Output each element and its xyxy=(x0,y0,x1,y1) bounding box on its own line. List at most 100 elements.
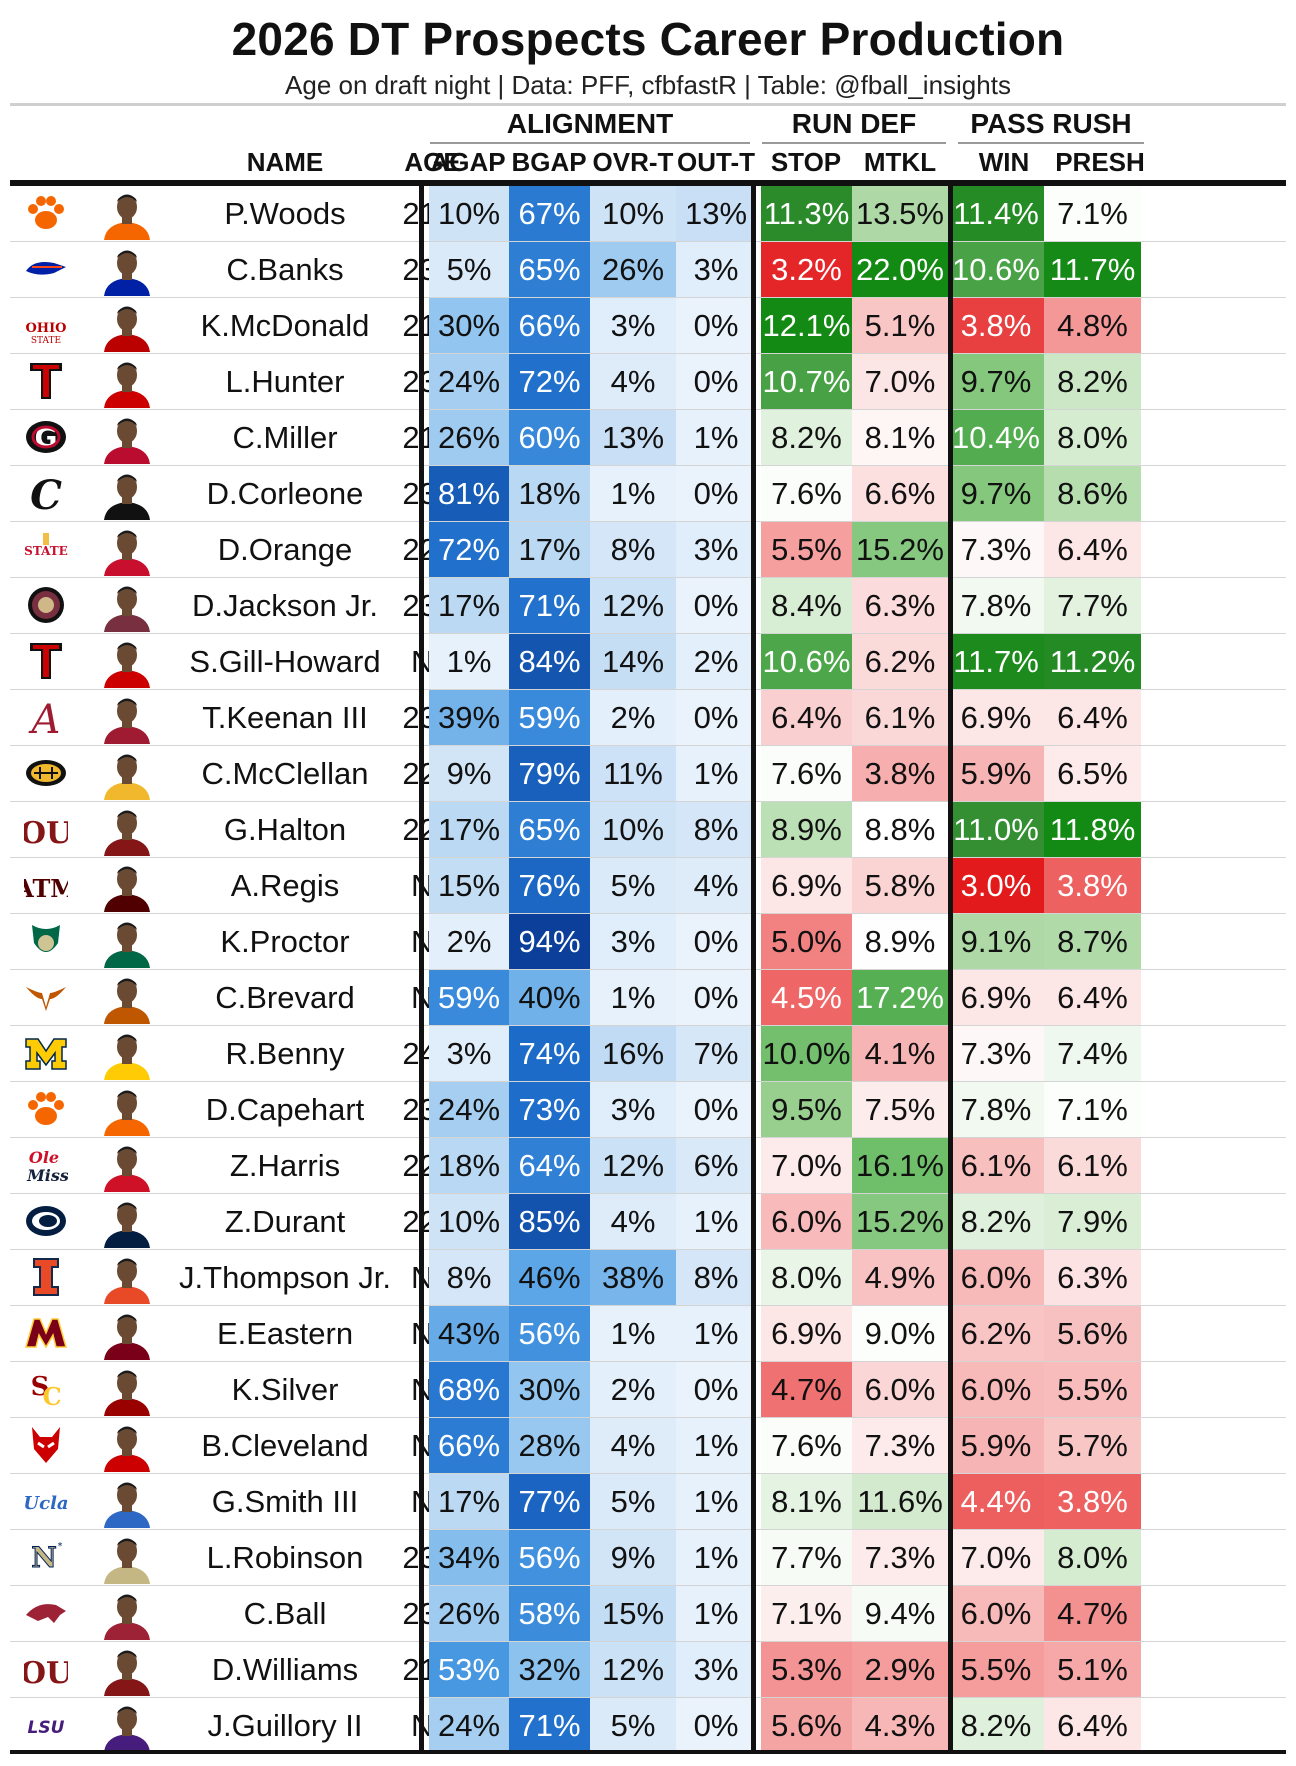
player-headshot-icon xyxy=(96,1254,158,1304)
cell-ovrt: 14% xyxy=(590,634,676,689)
cell-stop: 7.1% xyxy=(761,1586,852,1641)
player-name: G.Smith III xyxy=(211,1484,359,1519)
lsu-icon: LSU xyxy=(24,1705,68,1745)
cell-win: 4.4% xyxy=(948,1474,1044,1529)
cell-win: 6.9% xyxy=(948,970,1044,1025)
player-name: K.McDonald xyxy=(200,308,370,343)
svg-text:OU: OU xyxy=(24,816,68,849)
svg-text:OU: OU xyxy=(24,1656,68,1689)
cell-bgap: 65% xyxy=(509,242,590,297)
table-row: OHIOSTATEK.McDonald21.130%66%3%0%12.1%5.… xyxy=(10,298,1286,354)
player-headshot-icon xyxy=(96,974,158,1024)
table-row: GC.Miller21.726%60%13%1%8.2%8.1%10.4%8.0… xyxy=(10,410,1286,466)
cell-bgap: 28% xyxy=(509,1418,590,1473)
table-row: OleMissZ.Harris22.518%64%12%6%7.0%16.1%6… xyxy=(10,1138,1286,1194)
atm-icon: ATM xyxy=(14,865,77,905)
cell-mtkl: 7.3% xyxy=(852,1530,948,1585)
cell-win: 7.8% xyxy=(948,578,1044,633)
cell-ovrt: 1% xyxy=(590,466,676,521)
group-pass-rush-underline xyxy=(958,142,1144,144)
cell-mtkl: 8.1% xyxy=(852,410,948,465)
ole-miss-icon: Ole Miss xyxy=(24,1145,69,1185)
col-presh: PRESH xyxy=(1055,147,1145,177)
cell-presh: 6.5% xyxy=(1044,746,1141,801)
table-row: K.ProctorNA2%94%3%0%5.0%8.9%9.1%8.7% xyxy=(10,914,1286,970)
cell-ovrt: 26% xyxy=(590,242,676,297)
table-row: E.EasternNA43%56%1%1%6.9%9.0%6.2%5.6% xyxy=(10,1306,1286,1362)
cell-agap: 34% xyxy=(429,1530,509,1585)
cell-presh: 5.6% xyxy=(1044,1306,1141,1361)
player-name: J.Guillory II xyxy=(207,1708,363,1743)
cell-mtkl: 11.6% xyxy=(852,1474,948,1529)
ohio-state-icon: OHIO STATE xyxy=(24,305,68,346)
cell-ovrt: 10% xyxy=(590,802,676,857)
cell-mtkl: 4.9% xyxy=(852,1250,948,1305)
cell-agap: 10% xyxy=(429,1194,509,1249)
cell-win: 10.4% xyxy=(948,410,1044,465)
header-rule xyxy=(10,103,1286,106)
cell-outt: 13% xyxy=(676,186,756,241)
svg-text:N: N xyxy=(31,1541,57,1574)
cell-win: 9.1% xyxy=(948,914,1044,969)
cell-bgap: 58% xyxy=(509,1586,590,1641)
cell-stop: 5.0% xyxy=(761,914,852,969)
player-headshot-icon xyxy=(96,1198,158,1248)
table-row: CD.Corleone23.781%18%1%0%7.6%6.6%9.7%8.6… xyxy=(10,466,1286,522)
cell-ovrt: 3% xyxy=(590,1082,676,1137)
player-headshot-icon xyxy=(96,1030,158,1080)
chart-title: 2026 DT Prospects Career Production xyxy=(231,13,1065,65)
table-row: C.Banks23.15%65%26%3%3.2%22.0%10.6%11.7% xyxy=(10,242,1286,298)
cell-presh: 11.2% xyxy=(1044,634,1141,689)
cell-outt: 0% xyxy=(676,298,756,353)
player-headshot-icon xyxy=(96,470,158,520)
player-headshot-icon xyxy=(96,1702,158,1752)
cell-win: 7.0% xyxy=(948,1530,1044,1585)
cell-presh: 11.8% xyxy=(1044,802,1141,857)
gator-icon xyxy=(24,249,68,289)
player-name: R.Benny xyxy=(225,1036,345,1071)
cell-win: 11.7% xyxy=(948,634,1044,689)
cell-mtkl: 8.9% xyxy=(852,914,948,969)
cell-presh: 6.4% xyxy=(1044,1698,1141,1753)
cell-bgap: 18% xyxy=(509,466,590,521)
col-outt: OUT-T xyxy=(677,147,755,177)
cell-outt: 1% xyxy=(676,410,756,465)
player-name: D.Jackson Jr. xyxy=(191,588,379,623)
cell-ovrt: 2% xyxy=(590,1362,676,1417)
cell-agap: 24% xyxy=(429,1082,509,1137)
cell-mtkl: 6.6% xyxy=(852,466,948,521)
cell-bgap: 73% xyxy=(509,1082,590,1137)
lion-icon xyxy=(24,1201,68,1241)
cell-mtkl: 7.5% xyxy=(852,1082,948,1137)
header-bottom-rule xyxy=(10,180,1286,186)
cell-ovrt: 3% xyxy=(590,298,676,353)
cell-ovrt: 12% xyxy=(590,1642,676,1697)
player-headshot-icon xyxy=(96,638,158,688)
cell-presh: 8.2% xyxy=(1044,354,1141,409)
cell-stop: 7.6% xyxy=(761,466,852,521)
cell-ovrt: 12% xyxy=(590,1138,676,1193)
player-name: L.Hunter xyxy=(225,364,345,399)
player-headshot-icon xyxy=(96,526,158,576)
cell-win: 6.0% xyxy=(948,1362,1044,1417)
player-headshot-icon xyxy=(96,694,158,744)
player-name: T.Keenan III xyxy=(202,700,368,735)
player-headshot-icon xyxy=(96,1142,158,1192)
cell-bgap: 30% xyxy=(509,1362,590,1417)
cell-mtkl: 4.3% xyxy=(852,1698,948,1753)
cell-mtkl: 6.0% xyxy=(852,1362,948,1417)
player-headshot-icon xyxy=(96,246,158,296)
cell-outt: 3% xyxy=(676,1642,756,1697)
player-headshot-icon xyxy=(96,1422,158,1472)
cell-bgap: 74% xyxy=(509,1026,590,1081)
svg-text:STATE: STATE xyxy=(31,336,61,345)
cell-outt: 1% xyxy=(676,1418,756,1473)
player-name: G.Halton xyxy=(223,812,347,847)
cell-mtkl: 7.0% xyxy=(852,354,948,409)
cell-presh: 8.6% xyxy=(1044,466,1141,521)
cell-outt: 0% xyxy=(676,1082,756,1137)
double-t-icon xyxy=(24,641,68,681)
cell-presh: 8.0% xyxy=(1044,1530,1141,1585)
cell-presh: 5.5% xyxy=(1044,1362,1141,1417)
